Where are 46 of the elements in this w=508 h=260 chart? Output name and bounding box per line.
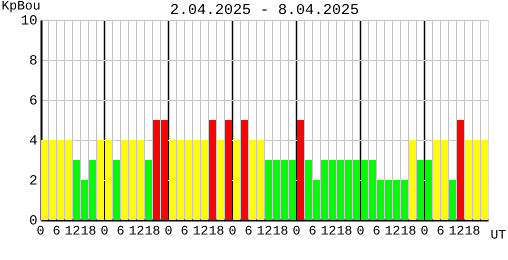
- x-tick-label: 0: [356, 224, 364, 238]
- x-tick-label: 6: [116, 224, 124, 238]
- x-tick-label: 6: [308, 224, 316, 238]
- x-tick-label: 6: [52, 224, 60, 238]
- x-tick-label: 0: [100, 224, 108, 238]
- bar: [208, 120, 216, 220]
- x-axis-title: UT: [490, 228, 506, 242]
- y-tick-label: 8: [29, 54, 38, 70]
- y-tick-label: 6: [29, 94, 38, 110]
- bar: [456, 120, 464, 220]
- bar: [296, 120, 304, 220]
- x-tick-label: 12: [128, 224, 144, 238]
- bar: [216, 140, 224, 220]
- x-tick-label: 12: [384, 224, 400, 238]
- x-tick-label: 12: [448, 224, 464, 238]
- x-tick-label: 12: [192, 224, 208, 238]
- bar: [112, 160, 120, 220]
- x-tick-label: 0: [228, 224, 236, 238]
- y-tick-label: 2: [29, 174, 38, 190]
- x-tick-label: 18: [336, 224, 352, 238]
- bar: [144, 160, 152, 220]
- x-tick-label: 12: [320, 224, 336, 238]
- x-tick-label: 6: [436, 224, 444, 238]
- y-tick-label: 10: [20, 14, 38, 30]
- x-tick-label: 6: [372, 224, 380, 238]
- x-tick-label: 6: [244, 224, 252, 238]
- x-tick-label: 6: [180, 224, 188, 238]
- bar: [448, 180, 456, 220]
- x-tick-label: 18: [80, 224, 96, 238]
- x-tick-label: 0: [420, 224, 428, 238]
- y-axis-title: KpBou: [2, 0, 41, 14]
- x-tick-label: 18: [272, 224, 288, 238]
- chart-title: 2.04.2025 - 8.04.2025: [170, 2, 360, 19]
- x-tick-label: 0: [164, 224, 172, 238]
- x-tick-label: 18: [400, 224, 416, 238]
- x-tick-label: 0: [292, 224, 300, 238]
- x-tick-label: 18: [464, 224, 480, 238]
- bar: [408, 140, 416, 220]
- bar: [224, 120, 232, 220]
- bar: [240, 120, 248, 220]
- y-tick-label: 4: [29, 134, 38, 150]
- x-tick-label: 18: [144, 224, 160, 238]
- x-tick-label: 18: [208, 224, 224, 238]
- x-tick-label: 12: [256, 224, 272, 238]
- bar: [232, 140, 240, 220]
- x-tick-label: 12: [64, 224, 80, 238]
